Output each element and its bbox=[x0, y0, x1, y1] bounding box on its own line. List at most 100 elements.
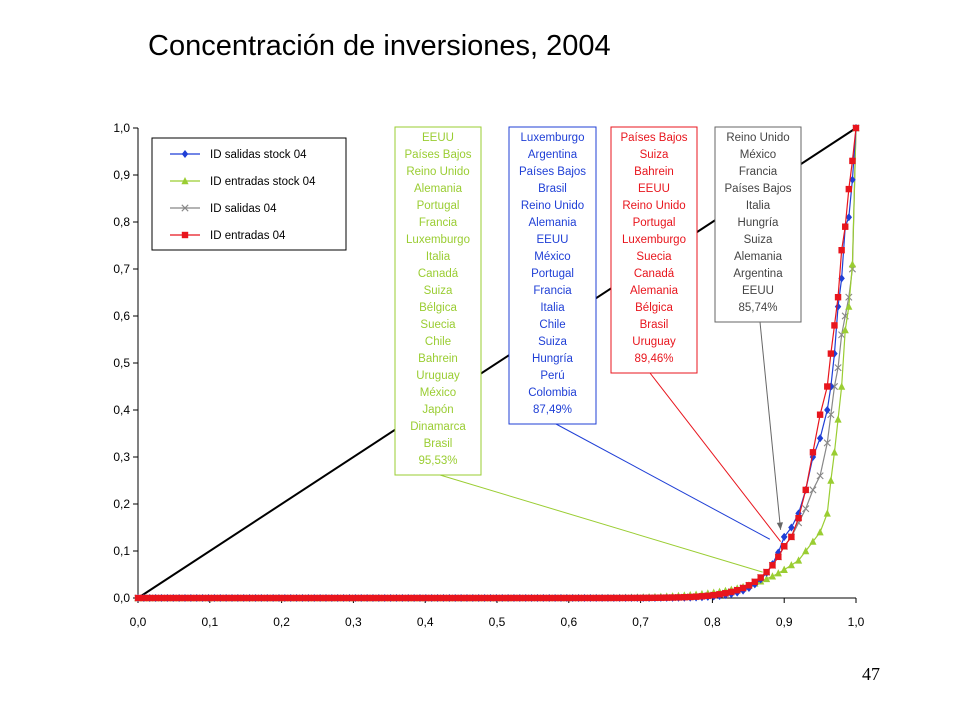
series-marker bbox=[358, 594, 365, 602]
series-marker bbox=[663, 594, 670, 601]
series-marker bbox=[842, 223, 849, 230]
series-marker bbox=[293, 594, 300, 602]
callout-item: Suiza bbox=[424, 285, 453, 297]
series-marker bbox=[211, 594, 218, 602]
callout-item: Luxemburgo bbox=[622, 234, 686, 246]
callout-item: Suiza bbox=[640, 149, 669, 161]
callout-item: Italia bbox=[540, 302, 565, 314]
callout-item: Reino Unido bbox=[406, 166, 469, 178]
y-tick-label: 0,0 bbox=[113, 591, 130, 605]
series-marker bbox=[834, 364, 842, 372]
series-marker bbox=[802, 547, 810, 555]
series-marker bbox=[487, 594, 494, 602]
callout-frame bbox=[714, 126, 802, 323]
callout-item: Países Bajos bbox=[724, 183, 791, 195]
legend-swatch-marker bbox=[181, 231, 189, 239]
series-marker bbox=[181, 594, 189, 602]
series-marker bbox=[504, 594, 512, 602]
series-marker bbox=[457, 594, 465, 602]
legend-entry: ID entradas stock 04 bbox=[170, 176, 316, 188]
series-marker bbox=[258, 594, 265, 602]
series-marker bbox=[369, 594, 377, 602]
series-marker bbox=[346, 594, 353, 602]
callout-item: Alemania bbox=[414, 183, 463, 195]
series-marker bbox=[522, 594, 529, 602]
series-marker bbox=[322, 594, 330, 602]
x-tick-label: 0,9 bbox=[776, 615, 793, 629]
callout-item: 85,74% bbox=[738, 302, 777, 314]
series-marker bbox=[628, 594, 635, 602]
series-marker bbox=[834, 294, 842, 301]
series-marker bbox=[234, 594, 242, 602]
series-marker bbox=[481, 594, 488, 602]
callout-item: Hungría bbox=[738, 217, 780, 229]
callout-item: 89,46% bbox=[634, 353, 673, 365]
y-tick-label: 0,2 bbox=[113, 497, 130, 511]
callout-item: Canadá bbox=[634, 268, 675, 280]
callout-item: 95,53% bbox=[418, 455, 457, 467]
series-marker bbox=[816, 528, 824, 536]
series-marker bbox=[499, 594, 506, 602]
y-tick-label: 1,0 bbox=[113, 121, 130, 135]
series-marker bbox=[381, 594, 388, 602]
series-marker bbox=[845, 213, 853, 222]
callout-item: Francia bbox=[419, 217, 458, 229]
series-marker bbox=[809, 537, 817, 545]
series-marker bbox=[781, 543, 788, 550]
callout-item: Dinamarca bbox=[410, 421, 466, 433]
series-marker bbox=[823, 439, 831, 447]
series-marker bbox=[446, 594, 453, 602]
series-id-entradas-04 bbox=[134, 124, 860, 602]
legend-entry: ID salidas 04 bbox=[170, 203, 277, 215]
series-marker bbox=[831, 322, 838, 329]
series-marker bbox=[751, 578, 759, 586]
series-marker bbox=[334, 594, 341, 602]
y-tick-label: 0,5 bbox=[113, 356, 130, 370]
series-marker bbox=[651, 594, 659, 602]
callout-item: Suiza bbox=[744, 234, 773, 246]
series-marker bbox=[416, 594, 424, 602]
series-marker bbox=[546, 594, 553, 602]
series-marker bbox=[328, 594, 336, 602]
series-marker bbox=[645, 594, 653, 602]
series-marker bbox=[716, 591, 723, 598]
y-tick-label: 0,3 bbox=[113, 450, 130, 464]
callout-arrowhead bbox=[776, 522, 783, 530]
series-marker bbox=[634, 594, 641, 602]
series-marker bbox=[827, 350, 835, 357]
callout-item: Reino Unido bbox=[622, 200, 685, 212]
legend-swatch-marker bbox=[181, 150, 189, 158]
series-marker bbox=[788, 533, 795, 541]
series-marker bbox=[452, 594, 459, 602]
series-marker bbox=[809, 449, 817, 456]
series-marker bbox=[762, 574, 771, 583]
callout-item: Brasil bbox=[640, 319, 669, 331]
legend: ID salidas stock 04 ID entradas stock 04 I… bbox=[151, 137, 347, 251]
series-marker bbox=[593, 594, 600, 602]
callout-item: Portugal bbox=[417, 200, 460, 212]
series-marker bbox=[193, 594, 200, 602]
callout-item: Alemania bbox=[529, 217, 578, 229]
slide-title: Concentración de inversiones, 2004 bbox=[148, 30, 611, 62]
legend-entry: ID entradas 04 bbox=[170, 230, 286, 242]
callout-box: Reino Unido México Francia Países Bajos Ital… bbox=[714, 126, 802, 530]
series-marker bbox=[557, 594, 565, 602]
y-tick-label: 0,7 bbox=[113, 262, 130, 276]
series-marker bbox=[463, 594, 471, 602]
callout-item: Bélgica bbox=[635, 302, 673, 314]
series-marker bbox=[787, 561, 795, 569]
callout-leader bbox=[759, 321, 782, 530]
x-tick-label: 0,0 bbox=[130, 615, 147, 629]
x-tick-label: 1,0 bbox=[848, 615, 865, 629]
series-marker bbox=[823, 509, 831, 517]
callout-leader bbox=[555, 423, 771, 540]
series-marker bbox=[610, 594, 618, 602]
x-tick-label: 0,3 bbox=[345, 615, 362, 629]
x-tick-label: 0,1 bbox=[201, 615, 218, 629]
legend-label: ID salidas stock 04 bbox=[210, 149, 307, 161]
series-marker bbox=[841, 326, 849, 334]
series-marker bbox=[794, 556, 803, 564]
series-marker bbox=[240, 594, 247, 602]
series-marker bbox=[510, 594, 518, 602]
series-marker bbox=[675, 594, 682, 601]
